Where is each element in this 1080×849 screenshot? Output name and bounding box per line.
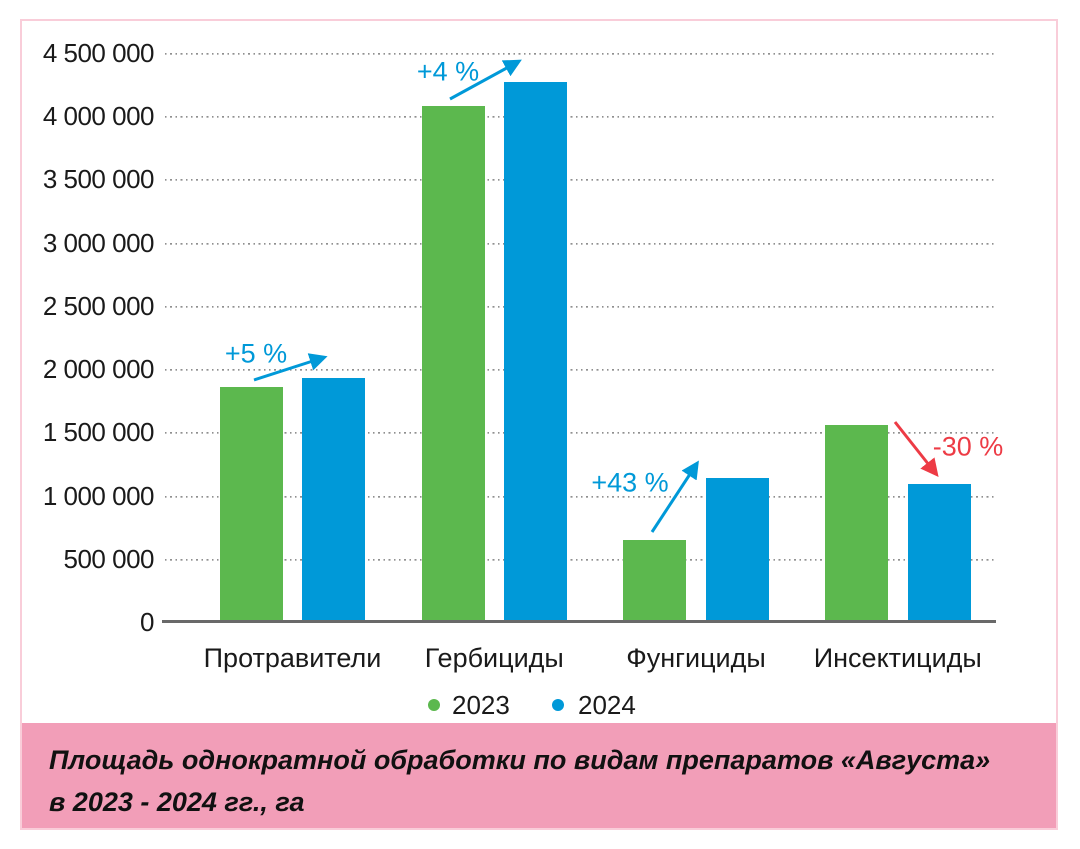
chart-frame: 4 500 000 4 000 000 3 500 000 3 000 000 2 50…: [20, 19, 1058, 830]
trend-label-Инсектициды: -30 %: [932, 431, 1004, 462]
caption-band: Площадь однократной обработки по видам п…: [22, 723, 1056, 828]
y-tick-label: 2 500 000: [42, 290, 155, 321]
trend-label-Фунгициды: +43 %: [591, 467, 669, 498]
gridline: [165, 369, 994, 372]
gridline: [165, 495, 994, 498]
bar-2024-Гербициды: [504, 82, 568, 622]
x-category-label: Инсектициды: [813, 643, 982, 673]
legend-label-2024: 2024: [578, 690, 636, 720]
trend-label-Гербициды: +4 %: [416, 56, 480, 87]
y-tick-label: 4 000 000: [42, 101, 155, 132]
legend: 2023 2024: [22, 690, 1056, 720]
legend-label-2023: 2023: [452, 690, 510, 720]
bar-2023-Протравители: [219, 386, 283, 622]
gridline: [165, 432, 994, 435]
y-tick-label: 1 000 000: [42, 480, 155, 511]
gridline: [165, 558, 994, 561]
bar-2024-Протравители: [302, 378, 366, 622]
bar-2024-Фунгициды: [705, 477, 769, 622]
x-axis-line: [162, 620, 996, 623]
x-category-label: Протравители: [203, 643, 382, 673]
y-tick-label: 0: [140, 607, 154, 637]
bar-2023-Фунгициды: [623, 539, 687, 622]
bar-2023-Гербициды: [421, 106, 485, 622]
x-category-label: Гербициды: [424, 643, 564, 673]
plot-area: [165, 53, 994, 622]
y-tick-label: 2 000 000: [42, 354, 155, 385]
gridline: [165, 116, 994, 119]
legend-dot-2023: [428, 699, 440, 711]
y-tick-label: 1 500 000: [42, 417, 155, 448]
y-tick-label: 3 000 000: [42, 227, 155, 258]
legend-dot-2024: [552, 699, 564, 711]
y-tick-label: 500 000: [63, 543, 155, 574]
gridline: [165, 242, 994, 245]
y-tick-label: 3 500 000: [42, 164, 155, 195]
y-tick-label: 4 500 000: [42, 38, 155, 68]
trend-label-Протравители: +5 %: [224, 338, 288, 369]
x-category-label: Фунгициды: [626, 643, 766, 673]
bar-2023-Инсектициды: [825, 424, 888, 622]
caption-line-2: в 2023 - 2024 гг., га: [49, 787, 305, 817]
gridline: [165, 53, 994, 55]
gridline: [165, 305, 994, 308]
gridline: [165, 179, 994, 182]
bar-2024-Инсектициды: [907, 484, 971, 622]
caption-line-1: Площадь однократной обработки по видам п…: [49, 745, 991, 775]
